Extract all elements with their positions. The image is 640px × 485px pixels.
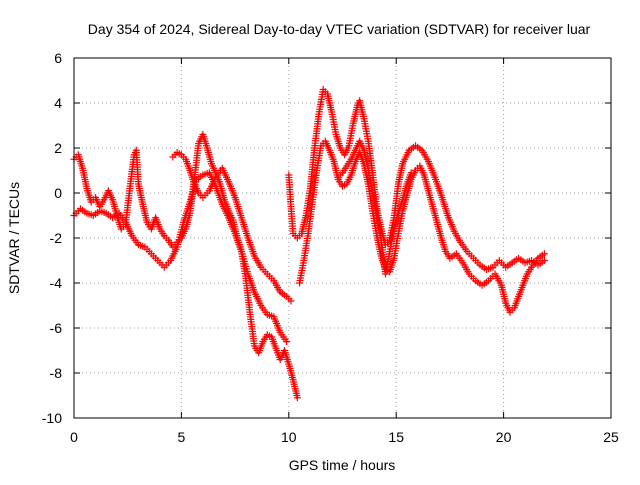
data-point-marker (283, 338, 291, 345)
series-track-5 (296, 137, 548, 316)
y-axis-label: SDTVAR / TECUs (6, 182, 22, 294)
y-tick-label: 0 (54, 185, 62, 201)
data-points (70, 86, 548, 402)
y-tick-label: -8 (50, 365, 63, 381)
y-tick-label: 4 (54, 95, 62, 111)
x-tick-label: 10 (281, 429, 297, 445)
y-tick-label: 2 (54, 140, 62, 156)
series-track-2 (70, 169, 291, 345)
x-tick-label: 0 (70, 429, 78, 445)
y-tick-label: -10 (42, 410, 62, 426)
y-tick-label: -4 (50, 275, 63, 291)
y-tick-labels: -10 -8 -6 -4 -2 0 2 4 6 (42, 50, 62, 426)
x-tick-label: 20 (496, 429, 512, 445)
data-point-marker (540, 257, 548, 264)
series-track-3 (169, 149, 295, 305)
x-tick-labels: 0 5 10 15 20 25 (70, 429, 619, 445)
y-tick-label: 6 (54, 50, 62, 66)
data-point-marker (287, 297, 295, 305)
series-track-6 (334, 137, 415, 278)
data-point-marker (407, 169, 415, 177)
grid-lines (74, 58, 611, 418)
chart-title: Day 354 of 2024, Sidereal Day-to-day VTE… (88, 21, 591, 37)
series-track-1 (70, 131, 301, 402)
data-point-marker (540, 250, 548, 258)
x-tick-label: 25 (603, 429, 619, 445)
series-track-4 (285, 86, 548, 273)
x-tick-label: 5 (178, 429, 186, 445)
x-tick-label: 15 (388, 429, 404, 445)
y-tick-label: -6 (50, 320, 63, 336)
axis-ticks (73, 57, 612, 419)
y-tick-label: -2 (50, 230, 63, 246)
x-axis-label: GPS time / hours (289, 457, 396, 473)
data-point-marker (293, 394, 301, 402)
